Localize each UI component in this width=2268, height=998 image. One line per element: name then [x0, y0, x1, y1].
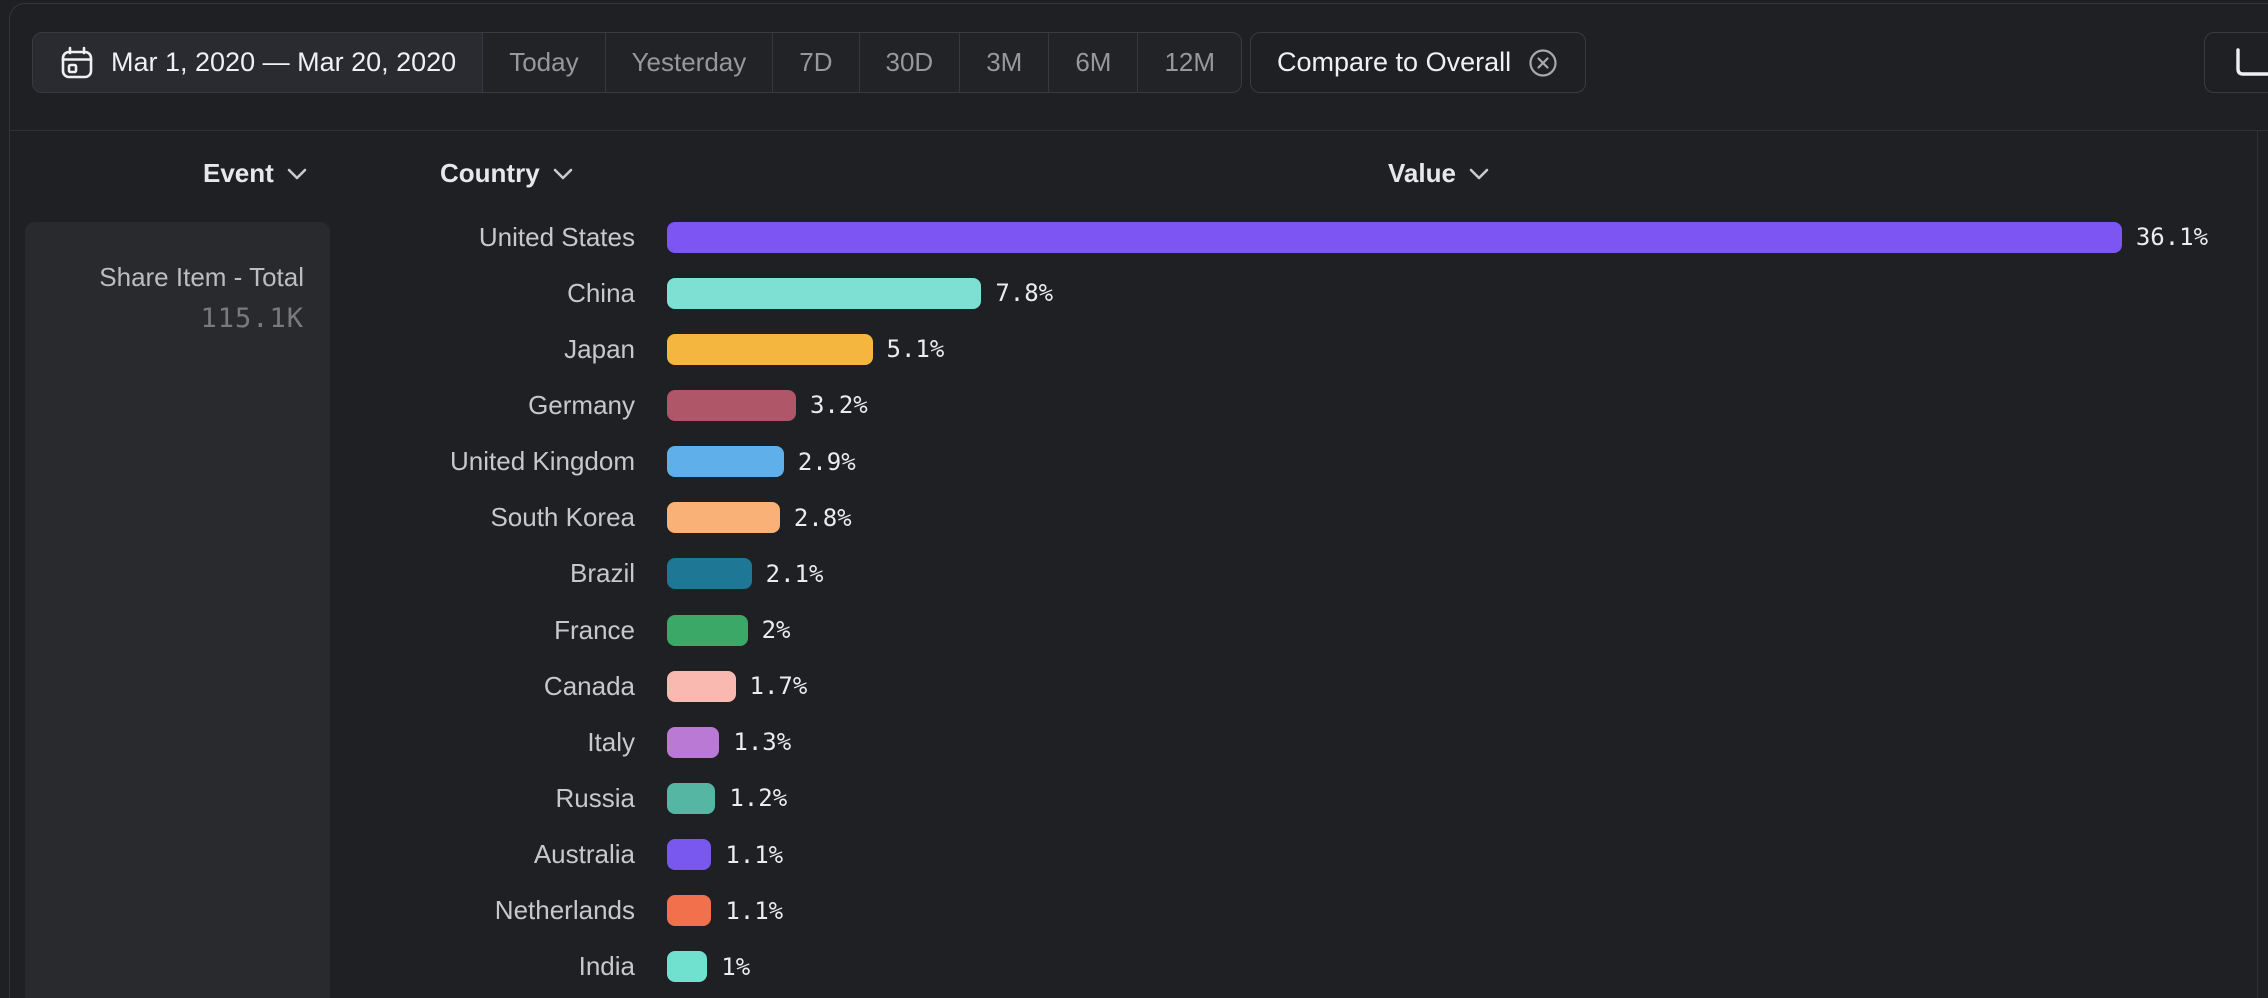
value-bar[interactable] [667, 670, 736, 702]
preset-7d-button[interactable]: 7D [772, 33, 858, 92]
dismiss-circle-icon[interactable] [1527, 47, 1559, 79]
country-bar-chart: United States 36.1% China 7.8% Japan 5.1… [0, 209, 2268, 995]
column-header-value-label: Value [1388, 158, 1456, 188]
preset-30d-button[interactable]: 30D [858, 33, 960, 92]
value-bar[interactable] [667, 389, 796, 421]
chart-right-border [2257, 131, 2258, 998]
chart-row: Netherlands 1.1% [0, 883, 2268, 939]
value-bar[interactable] [667, 839, 712, 871]
value-percent-label: 1% [721, 952, 751, 981]
compare-to-overall-label: Compare to Overall [1277, 47, 1512, 77]
value-percent-label: 2.1% [765, 559, 824, 588]
chart-row: Japan 5.1% [0, 321, 2268, 377]
country-label: Brazil [569, 558, 635, 589]
value-bar[interactable] [667, 782, 716, 814]
chevron-down-icon [552, 167, 574, 181]
value-bar[interactable] [667, 558, 752, 590]
event-name: Share Item - Total [99, 262, 304, 292]
date-range-button[interactable]: Mar 1, 2020 — Mar 20, 2020 [33, 33, 483, 92]
chart-row: Brazil 2.1% [0, 546, 2268, 602]
compare-to-overall-chip[interactable]: Compare to Overall [1250, 32, 1587, 93]
calendar-icon [59, 45, 95, 81]
value-percent-label: 1.3% [733, 728, 792, 757]
value-percent-label: 1.7% [749, 672, 808, 701]
value-bar[interactable] [667, 726, 720, 758]
column-header-event-label: Event [203, 158, 274, 188]
country-label: Germany [528, 389, 635, 420]
chart-axes-icon [2231, 46, 2268, 80]
preset-yesterday-button[interactable]: Yesterday [604, 33, 773, 92]
toolbar-divider [10, 130, 2268, 131]
value-bar[interactable] [667, 502, 780, 534]
country-label: Australia [533, 839, 635, 870]
chart-row: United States 36.1% [0, 209, 2268, 265]
preset-6m-button[interactable]: 6M [1048, 33, 1137, 92]
country-label: France [554, 614, 635, 645]
chart-row: Germany 3.2% [0, 377, 2268, 433]
chart-row: South Korea 2.8% [0, 490, 2268, 546]
value-percent-label: 3.2% [809, 391, 868, 420]
value-percent-label: 5.1% [886, 335, 945, 364]
preset-today-button[interactable]: Today [482, 33, 604, 92]
chart-row: Australia 1.1% [0, 827, 2268, 883]
chevron-down-icon [286, 167, 308, 181]
preset-3m-button[interactable]: 3M [959, 33, 1048, 92]
column-header-value[interactable]: Value [1388, 158, 1490, 189]
event-total-count: 115.1K [200, 303, 304, 335]
value-bar[interactable] [667, 221, 2122, 253]
value-percent-label: 2% [761, 616, 791, 645]
column-header-country-label: Country [440, 158, 540, 188]
value-bar[interactable] [667, 895, 712, 927]
country-label: Canada [543, 670, 635, 701]
chart-row: Russia 1.2% [0, 770, 2268, 826]
value-bar[interactable] [667, 614, 748, 646]
country-label: United States [478, 221, 635, 252]
chart-row: China 7.8% [0, 265, 2268, 321]
country-label: Japan [564, 333, 635, 364]
value-percent-label: 1.1% [725, 896, 784, 925]
chart-row: India 1% [0, 939, 2268, 995]
value-percent-label: 2.9% [797, 447, 856, 476]
preset-12m-button[interactable]: 12M [1137, 33, 1241, 92]
chart-row: Italy 1.3% [0, 714, 2268, 770]
value-percent-label: 36.1% [2135, 223, 2209, 252]
value-bar[interactable] [667, 333, 873, 365]
country-label: Russia [555, 782, 635, 813]
chevron-down-icon [1468, 167, 1490, 181]
chart-row: United Kingdom 2.9% [0, 434, 2268, 490]
chart-type-button[interactable] [2204, 32, 2268, 93]
country-label: Italy [587, 726, 635, 757]
column-header-country[interactable]: Country [440, 158, 574, 189]
value-bar[interactable] [667, 446, 784, 478]
value-bar[interactable] [667, 277, 982, 309]
chart-row: France 2% [0, 602, 2268, 658]
value-percent-label: 1.1% [725, 840, 784, 869]
value-bar[interactable] [667, 951, 708, 983]
country-label: India [578, 951, 635, 982]
date-range-label: Mar 1, 2020 — Mar 20, 2020 [111, 47, 457, 77]
value-percent-label: 2.8% [793, 503, 852, 532]
country-label: United Kingdom [450, 446, 635, 477]
column-header-event[interactable]: Event [203, 158, 308, 189]
country-label: China [567, 277, 635, 308]
event-panel-card[interactable]: Share Item - Total 115.1K [25, 222, 330, 998]
chart-row: Canada 1.7% [0, 658, 2268, 714]
country-label: Netherlands [494, 895, 635, 926]
value-percent-label: 1.2% [729, 784, 788, 813]
value-percent-label: 7.8% [995, 279, 1054, 308]
date-range-group: Mar 1, 2020 — Mar 20, 2020 Today Yesterd… [32, 32, 1243, 93]
country-label: South Korea [490, 502, 635, 533]
